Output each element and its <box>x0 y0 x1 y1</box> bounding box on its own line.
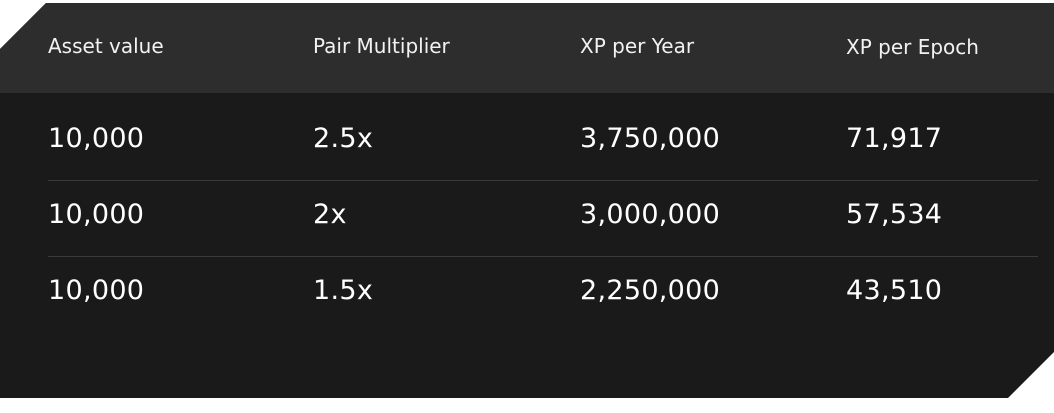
cell-asset-value: 10,000 <box>48 199 145 230</box>
cell-xp-per-year: 3,750,000 <box>580 123 721 154</box>
header-pair-multiplier: Pair Multiplier <box>313 34 450 58</box>
header-xp-per-epoch: XP per Epoch <box>846 35 979 59</box>
cell-xp-per-epoch: 43,510 <box>846 275 943 306</box>
cell-xp-per-year: 2,250,000 <box>580 275 721 306</box>
table-header: Asset value Pair Multiplier XP per Year … <box>0 3 1054 93</box>
cell-pair-multiplier: 2.5x <box>313 123 374 154</box>
table-row: 10,000 2x 3,000,000 57,534 <box>0 181 1054 257</box>
table-row: 10,000 2.5x 3,750,000 71,917 <box>0 105 1054 181</box>
header-asset-value: Asset value <box>48 34 164 58</box>
table-row: 10,000 1.5x 2,250,000 43,510 <box>0 257 1054 333</box>
cell-xp-per-epoch: 71,917 <box>846 123 943 154</box>
header-xp-per-year: XP per Year <box>580 34 695 58</box>
cell-pair-multiplier: 1.5x <box>313 275 374 306</box>
xp-table-card: Asset value Pair Multiplier XP per Year … <box>0 3 1054 398</box>
cell-pair-multiplier: 2x <box>313 199 347 230</box>
cell-xp-per-epoch: 57,534 <box>846 199 943 230</box>
cell-asset-value: 10,000 <box>48 123 145 154</box>
row-divider <box>48 180 1038 181</box>
row-divider <box>48 256 1038 257</box>
cell-xp-per-year: 3,000,000 <box>580 199 721 230</box>
cell-asset-value: 10,000 <box>48 275 145 306</box>
